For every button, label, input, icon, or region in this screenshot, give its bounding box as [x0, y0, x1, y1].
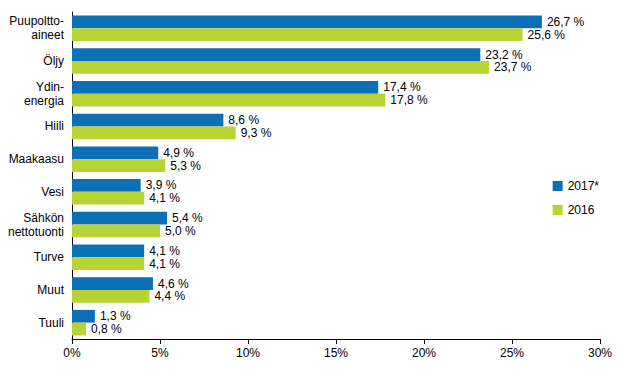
svg-text:0,8 %: 0,8 %: [91, 322, 122, 336]
svg-text:2016: 2016: [568, 203, 595, 217]
svg-text:17,4 %: 17,4 %: [383, 80, 421, 95]
svg-text:Hiili: Hiili: [45, 119, 64, 133]
svg-text:23,2 %: 23,2 %: [485, 47, 523, 62]
svg-text:5,0 %: 5,0 %: [165, 224, 196, 238]
svg-text:5,4 %: 5,4 %: [172, 211, 203, 226]
svg-text:Turve: Turve: [34, 250, 65, 264]
svg-text:Tuuli: Tuuli: [38, 316, 64, 330]
svg-text:Vesi: Vesi: [41, 185, 64, 199]
svg-text:4,9 %: 4,9 %: [163, 145, 194, 160]
svg-text:Puupoltto-: Puupoltto-: [9, 14, 64, 28]
svg-text:15%: 15%: [324, 346, 348, 360]
svg-text:aineet: aineet: [31, 28, 64, 42]
svg-text:25,6 %: 25,6 %: [528, 28, 566, 42]
svg-text:8,6 %: 8,6 %: [228, 113, 259, 128]
svg-text:1,3 %: 1,3 %: [99, 309, 131, 324]
svg-text:17,8 %: 17,8 %: [390, 93, 428, 107]
svg-text:23,7 %: 23,7 %: [494, 60, 532, 74]
svg-text:4,6 %: 4,6 %: [158, 276, 189, 291]
svg-text:Muut: Muut: [37, 283, 64, 297]
svg-text:4,4 %: 4,4 %: [154, 289, 185, 303]
svg-text:10%: 10%: [236, 346, 260, 360]
svg-text:5%: 5%: [151, 346, 169, 360]
svg-text:Ydin-: Ydin-: [36, 80, 64, 94]
svg-text:4,1 %: 4,1 %: [149, 191, 180, 205]
svg-text:Maakaasu: Maakaasu: [9, 152, 64, 166]
svg-text:Sähkön: Sähkön: [23, 211, 64, 225]
svg-text:Öljy: Öljy: [43, 54, 64, 68]
svg-text:2017*: 2017*: [568, 179, 600, 193]
svg-text:30%: 30%: [588, 346, 612, 360]
svg-text:26,7 %: 26,7 %: [546, 15, 585, 29]
svg-text:4,1 %: 4,1 %: [149, 243, 180, 258]
svg-text:0%: 0%: [63, 346, 81, 360]
svg-text:energia: energia: [24, 94, 64, 108]
svg-text:9,3 %: 9,3 %: [241, 126, 272, 140]
svg-text:3,9 %: 3,9 %: [145, 178, 177, 193]
svg-text:20%: 20%: [412, 346, 436, 360]
svg-text:25%: 25%: [500, 346, 524, 360]
svg-text:nettotuonti: nettotuonti: [8, 225, 64, 239]
svg-text:4,1 %: 4,1 %: [149, 257, 180, 271]
svg-text:5,3 %: 5,3 %: [170, 159, 201, 173]
